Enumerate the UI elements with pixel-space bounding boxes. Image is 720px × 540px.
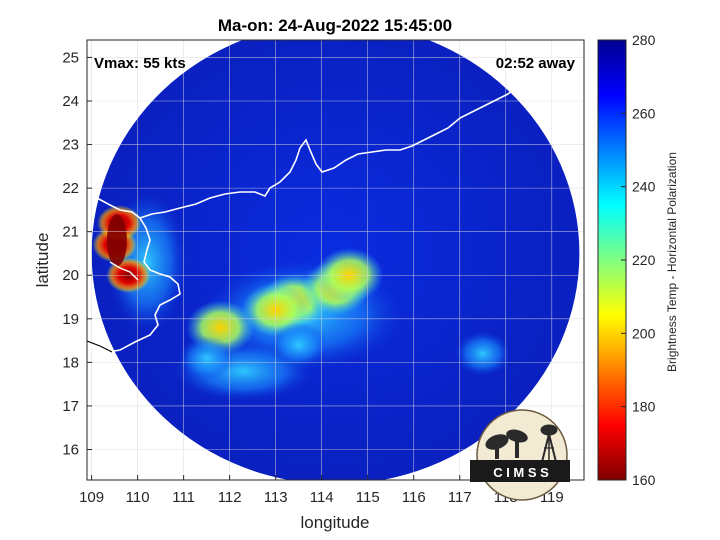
y-tick-label: 22 [62, 180, 79, 197]
colorbar-tick-label: 220 [632, 252, 656, 268]
time-away-annotation: 02:52 away [496, 55, 576, 72]
axes-frame [86, 39, 585, 481]
colorbar-tick-label: 280 [632, 32, 656, 48]
y-tick-label: 23 [62, 137, 79, 154]
coastline-mainland [139, 40, 579, 219]
x-tick-label: 110 [126, 489, 150, 506]
y-tick-label: 16 [62, 442, 79, 459]
cimss-logo: C I M S S [470, 409, 570, 501]
y-axis-label: latitude [33, 233, 52, 288]
chart-title: Ma-on: 24-Aug-2022 15:45:00 [218, 16, 452, 35]
cold-feature [270, 322, 327, 368]
cold-core [106, 214, 127, 267]
y-tick-label: 19 [62, 311, 79, 328]
coastline-hainan-north [109, 261, 139, 281]
cimss-logo-text: C I M S S [493, 465, 549, 480]
y-tick-label: 17 [62, 398, 79, 415]
x-axis-label: longitude [300, 513, 369, 532]
y-tick-label: 24 [62, 93, 79, 110]
coastline [87, 197, 181, 353]
border-line [87, 340, 113, 353]
x-tick-label: 114 [310, 489, 334, 506]
x-tick-label: 109 [79, 489, 104, 506]
colorbar-tick-label: 240 [632, 179, 656, 195]
y-tick-label: 20 [62, 267, 79, 284]
colorbar-label: Brightness Temp - Horizontal Polarizatio… [665, 152, 679, 372]
x-tick-label: 117 [448, 489, 472, 506]
y-tick-label: 21 [62, 224, 79, 241]
x-tick-label: 115 [356, 489, 380, 506]
y-tick-label: 25 [62, 49, 79, 66]
x-tick-label: 113 [264, 489, 288, 506]
grid-lines [87, 40, 584, 480]
cold-feature [178, 335, 235, 381]
y-tick-label: 18 [62, 354, 79, 371]
vmax-annotation: Vmax: 55 kts [94, 55, 186, 72]
colorbar-tick-label: 160 [632, 472, 656, 488]
colorbar-tick-label: 260 [632, 105, 656, 121]
y-ticks: 16 17 18 19 20 21 22 23 24 25 [62, 49, 92, 459]
x-tick-label: 111 [172, 489, 195, 506]
x-tick-label: 116 [402, 489, 426, 506]
colorbar-ticks: 160 180 200 220 240 260 280 [621, 32, 656, 488]
x-tick-label: 112 [218, 489, 242, 506]
colorbar-tick-label: 180 [632, 399, 656, 415]
colorbar-tick-label: 200 [632, 325, 656, 341]
cold-feature [454, 331, 511, 377]
